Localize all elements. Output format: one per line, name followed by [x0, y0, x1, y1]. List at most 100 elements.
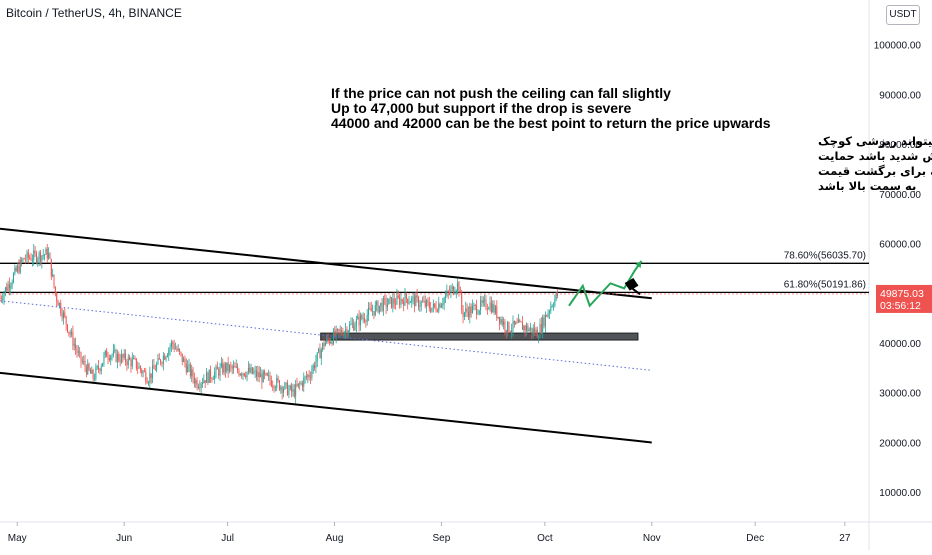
candle-body — [455, 290, 457, 293]
candle-body — [50, 258, 52, 277]
candle-body — [515, 322, 517, 325]
candle-body — [478, 310, 480, 314]
candle-body — [466, 308, 468, 312]
candle-body — [481, 300, 483, 303]
channel-lower-line — [0, 371, 652, 444]
candle-body — [134, 357, 136, 359]
candle-body — [384, 298, 386, 300]
candle-body — [26, 252, 28, 260]
candle-body — [500, 319, 502, 324]
candle-body — [323, 342, 325, 347]
candle-body — [89, 369, 91, 374]
candle-body — [401, 299, 403, 302]
candle-body — [346, 329, 348, 335]
candle-body — [467, 311, 469, 318]
candle-body — [369, 307, 371, 309]
candle-body — [126, 361, 128, 366]
candle-body — [262, 371, 264, 383]
candle-body — [412, 296, 414, 298]
candle-body — [98, 366, 100, 370]
candle-body — [528, 329, 530, 332]
candle-body — [310, 376, 311, 378]
candle-body — [234, 366, 236, 368]
candle-body — [137, 368, 139, 370]
candle-body — [359, 315, 361, 326]
candle-body — [200, 383, 202, 388]
candle-body — [512, 320, 514, 331]
candle-body — [458, 282, 460, 292]
candle-body — [399, 297, 401, 305]
candle-body — [307, 374, 309, 378]
candle-body — [272, 386, 274, 387]
candle-body — [69, 332, 71, 335]
candle-body — [141, 369, 143, 374]
candle-body — [35, 253, 37, 263]
candle-body — [95, 367, 97, 379]
candle-body — [150, 373, 152, 378]
candle-body — [184, 358, 186, 364]
candle-body — [413, 296, 415, 307]
candle-body — [27, 252, 29, 258]
candle-body — [546, 314, 548, 317]
candle-body — [462, 310, 464, 317]
support-zone — [320, 332, 639, 341]
candle-body — [328, 339, 330, 344]
candle-body — [172, 342, 174, 345]
candle-body — [65, 316, 67, 325]
candle-body — [531, 327, 533, 334]
candle-body — [46, 248, 48, 259]
candle-body — [37, 259, 39, 263]
candle-body — [431, 307, 433, 312]
candle-body — [76, 348, 78, 353]
candle-body — [62, 312, 64, 319]
candle-body — [277, 378, 279, 381]
candle-body — [14, 267, 16, 274]
candle-body — [127, 357, 129, 366]
candle-body — [133, 357, 135, 359]
candle-body — [459, 291, 461, 293]
candle-body — [131, 358, 133, 367]
candle-body — [428, 302, 430, 309]
candle-body — [208, 369, 210, 383]
candle-body — [280, 386, 282, 390]
candle-body — [327, 337, 329, 340]
candle-body — [318, 348, 320, 353]
candle-body — [324, 342, 326, 347]
fib-label-618: 61.80%(50191.86) — [784, 279, 866, 290]
candle-body — [436, 310, 438, 312]
candle-body — [2, 299, 4, 301]
candle-body — [493, 304, 495, 313]
candle-body — [362, 318, 364, 320]
candle-body — [404, 293, 406, 306]
candle-body — [473, 305, 475, 306]
candle-body — [472, 305, 473, 314]
currency-button[interactable]: USDT — [886, 5, 920, 25]
y-tick-label: 10000.00 — [879, 488, 921, 499]
candle-body — [332, 331, 334, 345]
candle-body — [11, 282, 13, 286]
candle-body — [550, 306, 552, 312]
candle-body — [179, 348, 181, 352]
candle-body — [99, 369, 101, 371]
candle-body — [21, 259, 23, 262]
candle-body — [496, 306, 498, 319]
candle-body — [191, 369, 193, 377]
candle-body — [453, 286, 455, 295]
candle-body — [319, 348, 321, 359]
candle-body — [202, 382, 203, 384]
candle-body — [535, 329, 537, 334]
candle-body — [218, 369, 220, 376]
candle-body — [374, 305, 376, 316]
candle-body — [270, 380, 272, 387]
candle-body — [30, 258, 32, 261]
candle-body — [418, 297, 419, 308]
candle-body — [258, 372, 260, 378]
candle-body — [192, 369, 194, 379]
candle-body — [60, 303, 62, 314]
candle-body — [216, 366, 218, 370]
candle-body — [450, 288, 452, 294]
candle-body — [339, 330, 341, 332]
candle-body — [176, 348, 178, 351]
